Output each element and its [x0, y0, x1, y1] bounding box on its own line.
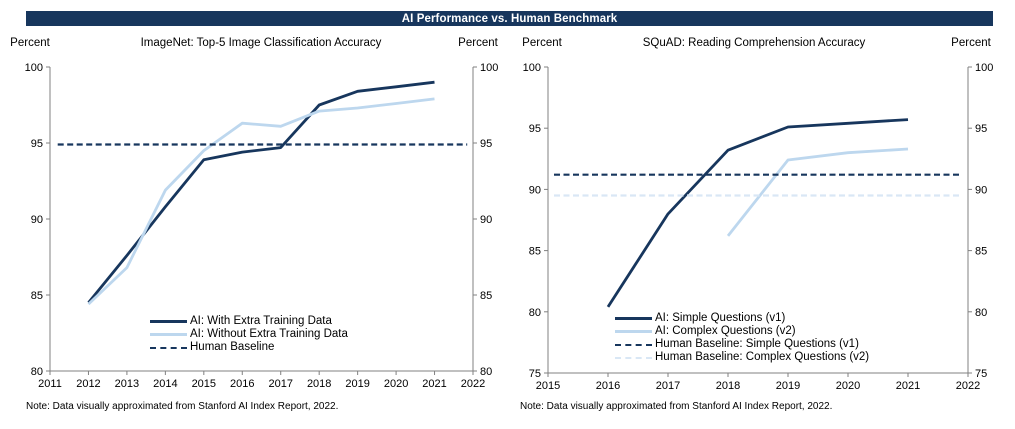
x-tick-label: 2011	[38, 378, 62, 390]
x-tick-label: 2014	[153, 378, 177, 390]
figure-title-bar: AI Performance vs. Human Benchmark	[26, 11, 993, 26]
y-tick-label-right: 85	[975, 246, 987, 258]
x-tick-label: 2021	[422, 378, 446, 390]
legend-item: AI: Without Extra Training Data	[150, 328, 348, 341]
x-tick-label: 2022	[956, 380, 980, 392]
y-tick-label-left: 100	[25, 62, 43, 74]
chart-title: SQuAD: Reading Comprehension Accuracy	[642, 37, 866, 49]
legend-label: Human Baseline: Complex Questions (v2)	[655, 351, 870, 363]
figure-title: AI Performance vs. Human Benchmark	[401, 12, 618, 25]
y-tick-label-left: 75	[529, 368, 541, 380]
squad-chart-svg: 75 75 80 80 85 85 90 90 95 95 100 100 2015 2016 2017 20…	[523, 62, 994, 392]
y-axis-unit-right: Percent	[951, 37, 991, 49]
legend-label: Human Baseline: Simple Questions (v1)	[655, 338, 859, 350]
legend-line-swatch	[150, 333, 187, 336]
legend-label: Human Baseline	[190, 341, 275, 353]
x-tick-label: 2021	[896, 380, 920, 392]
series-line-0	[606, 118, 909, 308]
legend-label: AI: Without Extra Training Data	[190, 328, 348, 340]
y-tick-label-right: 75	[975, 368, 987, 380]
x-tick-label: 2019	[345, 378, 369, 390]
x-tick-label: 2017	[268, 378, 292, 390]
legend-item: Human Baseline: Complex Questions (v2)	[615, 351, 869, 364]
y-tick-label-left: 80	[529, 307, 541, 319]
legend-label: AI: Simple Questions (v1)	[655, 312, 786, 324]
legend-line-swatch	[150, 320, 187, 323]
legend-dashed-line-swatch	[615, 356, 652, 359]
x-tick-label: 2016	[596, 380, 620, 392]
series-line-0	[87, 80, 435, 304]
x-tick-label: 2016	[230, 378, 254, 390]
x-tick-label: 2019	[776, 380, 800, 392]
legend-label: AI: With Extra Training Data	[190, 315, 332, 327]
y-tick-label-left: 90	[529, 184, 541, 196]
legend-line-swatch	[615, 330, 652, 333]
x-tick-label: 2017	[656, 380, 680, 392]
y-tick-label-right: 95	[480, 138, 492, 150]
y-tick-label-left: 95	[31, 138, 43, 150]
source-note: Note: Data visually approximated from St…	[26, 401, 339, 412]
x-tick-label: 2015	[536, 380, 560, 392]
y-tick-label-left: 95	[529, 123, 541, 135]
y-tick-label-right: 80	[480, 366, 492, 378]
y-tick-label-right: 80	[975, 307, 987, 319]
y-tick-label-right: 95	[975, 123, 987, 135]
y-tick-label-right: 100	[975, 62, 993, 74]
y-tick-label-left: 85	[31, 290, 43, 302]
y-axis-unit-right: Percent	[458, 37, 498, 49]
chart-panel-imagenet: Percent ImageNet: Top-5 Image Classifica…	[0, 0, 507, 429]
x-tick-label: 2015	[192, 378, 216, 390]
series-line-1	[726, 147, 909, 237]
y-tick-label-left: 80	[31, 366, 43, 378]
x-tick-label: 2013	[115, 378, 139, 390]
x-tick-label: 2018	[307, 378, 331, 390]
squad-legend: AI: Simple Questions (v1) AI: Complex Que…	[615, 312, 869, 364]
y-axis-unit-left: Percent	[522, 37, 562, 49]
imagenet-chart-svg: 80 80 85 85 90 90 95 95 100 100 2011 2012 2013 2014 20…	[25, 62, 499, 390]
legend-line-swatch	[615, 317, 652, 320]
legend-label: AI: Complex Questions (v2)	[655, 325, 796, 337]
y-tick-label-left: 85	[529, 246, 541, 258]
legend-item: Human Baseline	[150, 341, 348, 354]
legend-item: AI: Simple Questions (v1)	[615, 312, 869, 325]
chart-title: ImageNet: Top-5 Image Classification Acc…	[140, 37, 382, 49]
legend-dashed-line-swatch	[150, 346, 187, 349]
source-note: Note: Data visually approximated from St…	[520, 401, 833, 412]
y-tick-label-right: 90	[975, 184, 987, 196]
y-tick-label-right: 85	[480, 290, 492, 302]
chart-panel-squad: Percent SQuAD: Reading Comprehension Acc…	[508, 0, 1015, 429]
imagenet-legend: AI: With Extra Training Data AI: Without …	[150, 315, 348, 354]
x-tick-label: 2022	[461, 378, 485, 390]
y-tick-label-right: 90	[480, 214, 492, 226]
legend-item: AI: With Extra Training Data	[150, 315, 348, 328]
y-tick-label-left: 100	[523, 62, 541, 74]
x-tick-label: 2020	[836, 380, 860, 392]
y-tick-label-left: 90	[31, 214, 43, 226]
y-axis-unit-left: Percent	[10, 37, 50, 49]
legend-item: AI: Complex Questions (v2)	[615, 325, 869, 338]
series-line-1	[87, 97, 435, 306]
legend-dashed-line-swatch	[615, 343, 652, 346]
x-tick-label: 2018	[716, 380, 740, 392]
x-tick-label: 2012	[76, 378, 100, 390]
legend-item: Human Baseline: Simple Questions (v1)	[615, 338, 869, 351]
x-tick-label: 2020	[384, 378, 408, 390]
y-tick-label-right: 100	[480, 62, 498, 74]
